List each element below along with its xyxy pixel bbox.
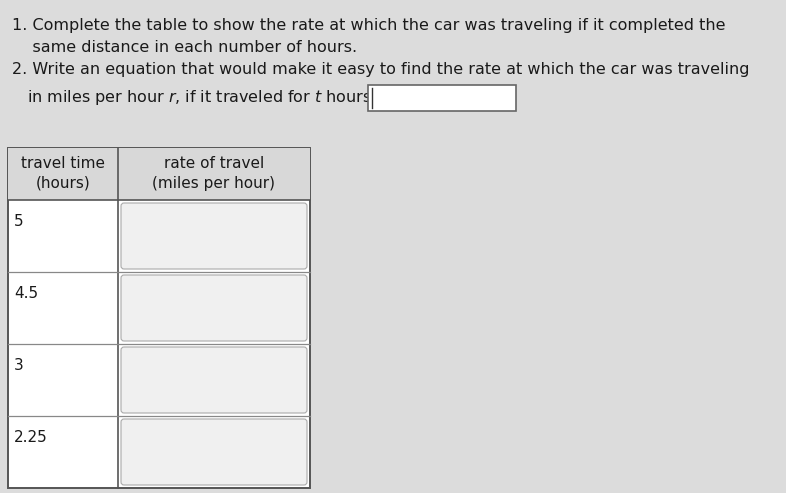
Text: same distance in each number of hours.: same distance in each number of hours. [12,40,357,55]
Text: 1. Complete the table to show the rate at which the car was traveling if it comp: 1. Complete the table to show the rate a… [12,18,725,33]
Bar [8,148,310,488]
Bar [8,148,310,200]
Text: 3: 3 [14,358,24,373]
Text: 2.25: 2.25 [14,430,48,445]
Text: travel time: travel time [21,156,105,171]
FancyBboxPatch shape [121,275,307,341]
Text: rate of travel: rate of travel [163,156,264,171]
FancyBboxPatch shape [368,85,516,111]
Text: 5: 5 [14,214,24,229]
Text: (miles per hour): (miles per hour) [152,176,276,191]
Text: in miles per hour $r$, if it traveled for $t$ hours.: in miles per hour $r$, if it traveled fo… [12,88,376,107]
Text: 4.5: 4.5 [14,286,39,301]
FancyBboxPatch shape [121,347,307,413]
Text: 2. Write an equation that would make it easy to find the rate at which the car w: 2. Write an equation that would make it … [12,62,750,77]
FancyBboxPatch shape [121,203,307,269]
Text: (hours): (hours) [35,176,90,191]
FancyBboxPatch shape [121,419,307,485]
